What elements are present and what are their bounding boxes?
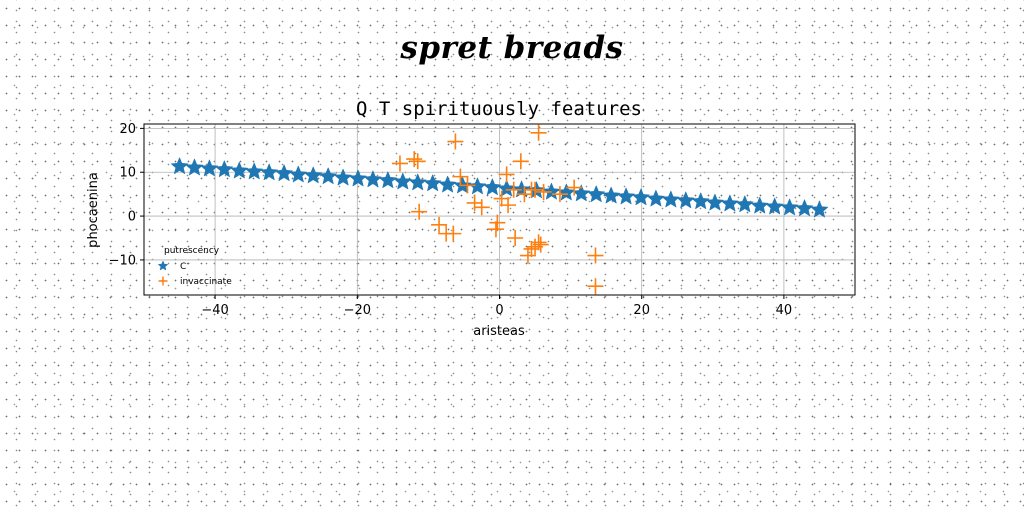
legend-star-shape (157, 260, 169, 271)
x-tick-label: −40 (201, 303, 228, 318)
star-point (274, 163, 294, 182)
star-point (245, 162, 264, 180)
plus-point (500, 197, 517, 214)
legend: putrescency C invaccinate (157, 246, 232, 287)
x-tick-label: 0 (495, 303, 503, 318)
y-tick-label: −10 (109, 253, 136, 268)
star-point (185, 158, 204, 176)
y-axis-label: phocaenina (86, 172, 101, 248)
star-point (631, 188, 651, 206)
star-point (601, 186, 621, 204)
plus-point (391, 155, 408, 172)
legend-entry-c: C (180, 262, 186, 272)
plus-point (587, 278, 604, 295)
x-tick-label: 40 (776, 303, 793, 318)
star-point (735, 195, 754, 213)
plus-point (466, 194, 483, 211)
plus-point (493, 190, 510, 207)
plus-point (587, 247, 604, 264)
plus-point (459, 177, 476, 194)
plus-point (505, 181, 522, 198)
plus-point (431, 216, 448, 233)
plus-point (487, 221, 504, 238)
plus-point (409, 153, 426, 170)
plus-point (447, 133, 464, 150)
star-point (616, 187, 636, 205)
star-point (720, 194, 740, 212)
legend-plus-marker (158, 276, 168, 286)
legend-entry-invaccinate: invaccinate (180, 277, 232, 287)
star-point (646, 189, 666, 207)
plus-point (512, 153, 529, 170)
star-point (765, 197, 784, 215)
plus-point (498, 166, 515, 183)
star-point (289, 165, 308, 183)
star-point (363, 170, 383, 188)
plus-point (489, 214, 506, 231)
data-marks (170, 124, 829, 295)
star-point (318, 166, 338, 185)
page-header-title: spret breads (400, 30, 624, 66)
star-point (468, 177, 487, 195)
plus-point (516, 186, 533, 203)
star-point (810, 200, 829, 218)
y-tick-label: 20 (119, 122, 136, 137)
plus-point (519, 247, 536, 264)
star-point (587, 184, 606, 203)
star-point (676, 191, 695, 209)
y-tick-label: 10 (119, 166, 136, 181)
star-point (705, 193, 725, 211)
star-point (423, 173, 442, 192)
star-point (215, 159, 234, 178)
star-point (483, 177, 502, 196)
plus-point (535, 183, 552, 200)
plus-point (445, 225, 462, 242)
star-point (393, 172, 412, 190)
star-point (200, 159, 219, 177)
star-point (438, 175, 457, 193)
star-point (170, 156, 189, 175)
plus-point (551, 186, 568, 203)
plus-point (473, 199, 490, 216)
plus-point (530, 124, 547, 141)
star-point (259, 163, 279, 181)
plus-point (566, 179, 583, 196)
star-point (750, 196, 769, 214)
star-point (378, 170, 398, 189)
plus-point (411, 203, 428, 220)
legend-title: putrescency (164, 246, 220, 256)
axis-ticks: −40 −20 0 20 40 −10 0 10 20 (109, 122, 793, 318)
x-tick-label: 20 (633, 303, 650, 318)
chart-title: Q T spirituously features (356, 98, 642, 120)
plus-point (523, 181, 540, 198)
plus-point (523, 240, 540, 257)
star-point (408, 173, 427, 191)
star-point (348, 169, 368, 187)
star-point (780, 198, 799, 216)
x-axis-label: aristeas (473, 324, 525, 339)
grid-lines (144, 124, 855, 295)
star-point (542, 182, 561, 200)
legend-star-marker (157, 260, 169, 271)
y-tick-label: 0 (128, 210, 136, 225)
star-point (691, 191, 710, 210)
plus-point (406, 151, 423, 168)
star-point (230, 161, 249, 179)
legend-plus-shape (158, 276, 168, 286)
star-point (795, 198, 814, 217)
plus-point (527, 238, 544, 255)
star-point (661, 190, 681, 208)
star-point (304, 166, 323, 184)
plus-point (507, 230, 524, 246)
plus-point (452, 168, 469, 185)
x-tick-label: −20 (344, 303, 371, 318)
star-point (333, 168, 353, 186)
plus-point (530, 234, 547, 251)
